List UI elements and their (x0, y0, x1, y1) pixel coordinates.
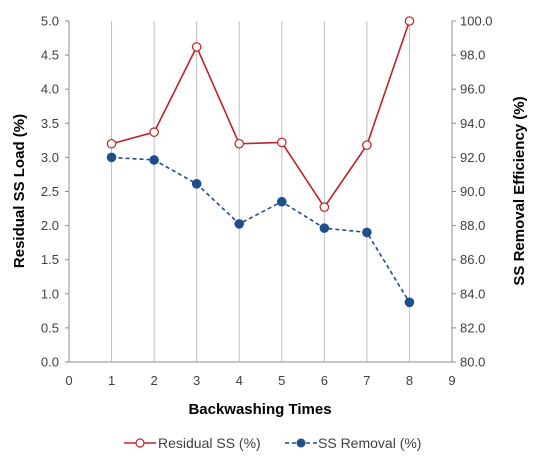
legend-residual-label: Residual SS (%) (158, 435, 261, 451)
legend-removal-label: SS Removal (%) (318, 435, 421, 451)
x-tick-label: 0 (65, 373, 72, 388)
y-left-tick-label: 3.5 (41, 116, 59, 131)
y-right-tick-label: 88.0 (460, 218, 485, 233)
data-point-residual-ss (319, 202, 330, 212)
x-tick-label: 8 (406, 373, 413, 388)
data-point-ss-removal (149, 155, 159, 165)
y-right-tick-label: 98.0 (460, 48, 485, 63)
data-point-ss-removal (319, 223, 330, 233)
legend-residual-marker (135, 438, 145, 448)
data-point-ss-removal (404, 297, 415, 308)
data-point-ss-removal (106, 152, 117, 163)
y-right-tick-label: 80.0 (460, 355, 485, 370)
x-tick-label: 7 (363, 373, 370, 388)
data-point-residual-ss (149, 127, 159, 137)
y-right-tick-label: 84.0 (460, 286, 485, 301)
y-left-tick-label: 4.5 (41, 48, 59, 63)
x-axis-title: Backwashing Times (188, 401, 331, 418)
y-left-tick-label: 0.0 (41, 355, 59, 370)
tick-labels: 0 1 2 3 4 5 6 7 8 90.00.51.01.52.02.53.03.54.04.5… (41, 14, 493, 389)
y-left-tick-label: 5.0 (41, 14, 59, 29)
data-point-residual-ss (276, 137, 287, 148)
y-right-tick-label: 86.0 (460, 252, 485, 267)
y-left-tick-label: 3.0 (41, 150, 59, 165)
y-left-tick-label: 2.0 (41, 218, 59, 233)
y-right-tick-label: 96.0 (460, 82, 485, 97)
legend-item-residual-ss: Residual SS (%) (124, 435, 261, 451)
data-point-residual-ss (404, 16, 415, 26)
data-point-residual-ss (234, 138, 245, 149)
y-right-tick-label: 100.0 (460, 14, 493, 29)
series-line-residual-ss (111, 20, 411, 209)
y-right-tick-label: 90.0 (460, 184, 485, 199)
y-right-tick-label: 94.0 (460, 116, 485, 131)
data-point-ss-removal (362, 227, 372, 238)
y-left-tick-label: 0.5 (41, 320, 59, 335)
data-point-ss-removal (276, 196, 287, 207)
y-left-tick-label: 1.0 (41, 286, 59, 301)
x-tick-label: 9 (448, 373, 455, 388)
x-tick-label: 2 (150, 373, 157, 388)
grid (111, 21, 410, 362)
y-axis-right-title: SS Removal Efficiency (%) (511, 96, 528, 285)
axes (65, 20, 456, 363)
x-tick-label: 1 (108, 373, 115, 388)
y-right-tick-label: 92.0 (460, 150, 485, 165)
y-left-tick-label: 1.5 (41, 252, 59, 267)
legend-removal-marker (296, 438, 306, 448)
data-point-ss-removal (191, 179, 202, 189)
x-tick-label: 3 (193, 373, 200, 388)
y-left-tick-label: 2.5 (41, 184, 59, 199)
x-tick-label: 5 (278, 373, 285, 388)
series-line-ss-removal (111, 156, 411, 303)
x-tick-label: 6 (321, 373, 328, 388)
legend: Residual SS (%) SS Removal (%) (124, 435, 421, 451)
data-point-residual-ss (362, 140, 372, 150)
y-axis-left-title: Residual SS Load (%) (11, 114, 28, 268)
data-point-ss-removal (234, 219, 245, 229)
data-point-residual-ss (191, 42, 202, 52)
x-tick-label: 4 (236, 373, 243, 388)
series-layer (106, 16, 415, 308)
y-left-tick-label: 4.0 (41, 82, 59, 97)
data-point-residual-ss (106, 138, 117, 149)
y-right-tick-label: 82.0 (460, 320, 485, 335)
legend-item-ss-removal: SS Removal (%) (285, 435, 421, 451)
